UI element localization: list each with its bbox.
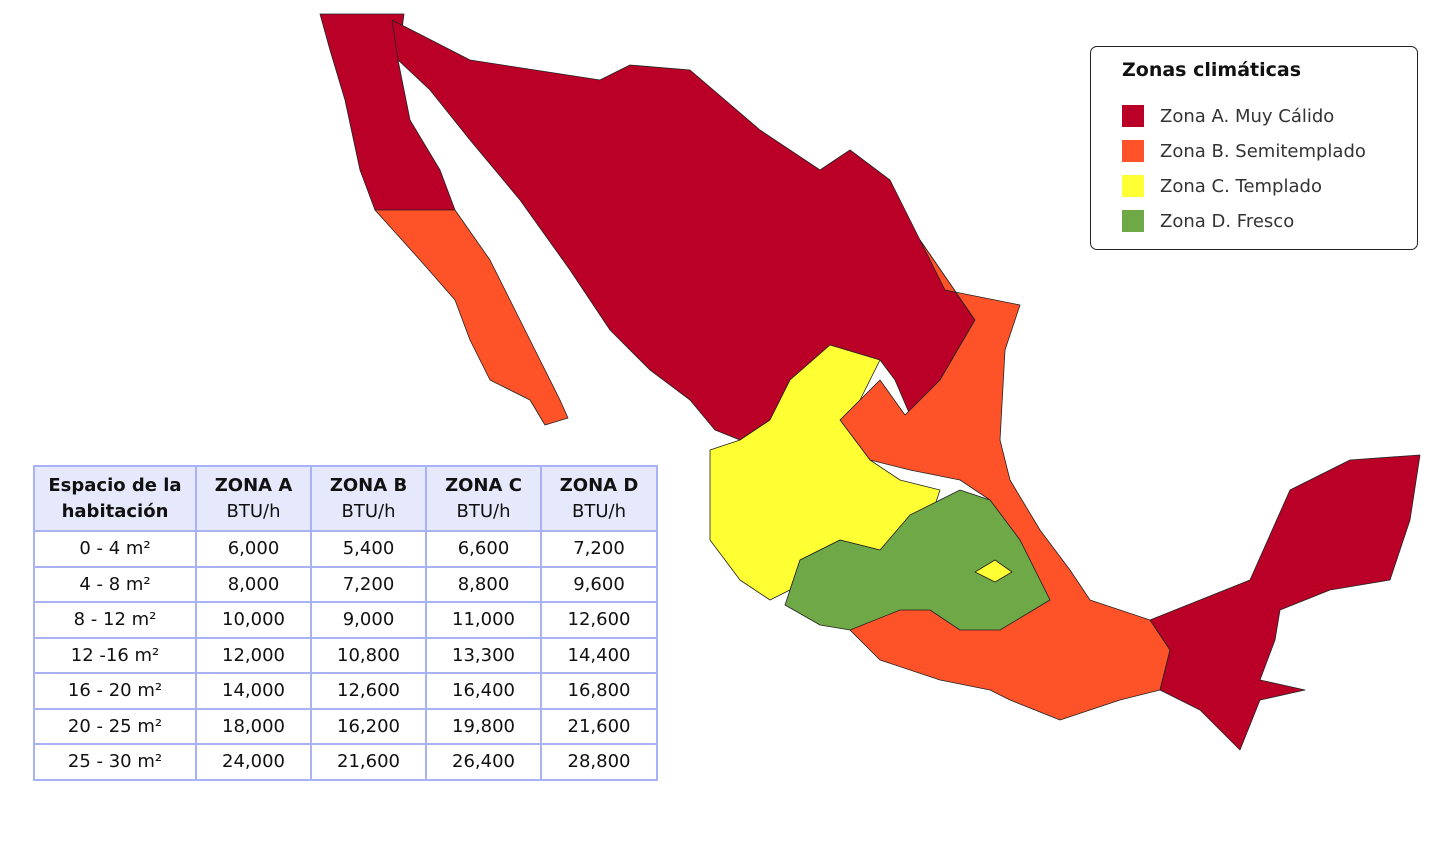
room-size: 12 -16 m² [33,636,197,674]
room-size: 0 - 4 m² [33,530,197,568]
header-title: ZONA D [559,474,639,496]
btu-value: 13,300 [425,636,542,674]
header-cell: ZONA A BTU/h [195,465,312,532]
btu-value: 10,800 [310,636,427,674]
header-unit: BTU/h [572,500,626,522]
legend-swatch [1122,140,1144,162]
legend-label: Zona D. Fresco [1160,210,1295,232]
table-row: 8 - 12 m² 10,000 9,000 11,000 12,600 [33,601,658,639]
header-unit: BTU/h [341,500,396,522]
btu-value: 12,600 [540,601,658,639]
legend-swatch [1122,105,1144,127]
btu-value: 21,600 [310,743,427,781]
legend-item: Zona B. Semitemplado [1122,139,1366,163]
header-cell: ZONA D BTU/h [540,465,658,532]
zone-c-center [709,344,941,601]
btu-value: 7,200 [540,530,658,568]
btu-value: 28,800 [540,743,658,781]
btu-value: 7,200 [310,565,427,603]
header-unit: BTU/h [456,500,511,522]
btu-value: 11,000 [425,601,542,639]
btu-table: Espacio de la habitación ZONA A BTU/h ZONA … [33,465,658,781]
btu-value: 19,800 [425,707,542,745]
header-title: Espacio de la habitación [48,474,182,522]
btu-value: 12,600 [310,672,427,710]
btu-value: 6,600 [425,530,542,568]
btu-value: 18,000 [195,707,312,745]
legend-item: Zona C. Templado [1122,174,1322,198]
room-size: 25 - 30 m² [33,743,197,781]
legend-swatch [1122,210,1144,232]
btu-value: 16,400 [425,672,542,710]
btu-value: 6,000 [195,530,312,568]
table-row: 20 - 25 m² 18,000 16,200 19,800 21,600 [33,707,658,745]
btu-value: 12,000 [195,636,312,674]
btu-value: 16,800 [540,672,658,710]
btu-value: 8,800 [425,565,542,603]
header-cell: ZONA C BTU/h [425,465,542,532]
legend-label: Zona A. Muy Cálido [1160,105,1335,127]
btu-value: 9,600 [540,565,658,603]
table-row: 4 - 8 m² 8,000 7,200 8,800 9,600 [33,565,658,603]
btu-value: 14,400 [540,636,658,674]
btu-value: 26,400 [425,743,542,781]
btu-value: 10,000 [195,601,312,639]
header-cell: Espacio de la habitación [33,465,197,532]
btu-value: 5,400 [310,530,427,568]
header-cell: ZONA B BTU/h [310,465,427,532]
zone-a-southeast [1149,454,1421,751]
table-row: 25 - 30 m² 24,000 21,600 26,400 28,800 [33,743,658,781]
btu-value: 16,200 [310,707,427,745]
zone-b-baja-south [374,209,569,426]
btu-value: 14,000 [195,672,312,710]
legend-label: Zona B. Semitemplado [1160,140,1366,162]
header-title: ZONA C [445,474,522,496]
header-unit: BTU/h [226,500,281,522]
btu-value: 8,000 [195,565,312,603]
table-row: 16 - 20 m² 14,000 12,600 16,400 16,800 [33,672,658,710]
legend-item: Zona D. Fresco [1122,209,1294,233]
legend-item: Zona A. Muy Cálido [1122,104,1334,128]
btu-value: 9,000 [310,601,427,639]
legend-swatch [1122,175,1144,197]
room-size: 16 - 20 m² [33,672,197,710]
zone-c-island [974,559,1013,583]
btu-value: 24,000 [195,743,312,781]
table-row: 0 - 4 m² 6,000 5,400 6,600 7,200 [33,530,658,568]
legend-title: Zonas climáticas [1122,59,1301,81]
room-size: 8 - 12 m² [33,601,197,639]
header-row: Espacio de la habitación ZONA A BTU/h ZONA … [33,465,658,532]
legend-label: Zona C. Templado [1160,175,1322,197]
header-title: ZONA A [214,474,293,496]
zone-d-center [784,489,1051,631]
room-size: 20 - 25 m² [33,707,197,745]
table-row: 12 -16 m² 12,000 10,800 13,300 14,400 [33,636,658,674]
header-title: ZONA B [329,474,408,496]
btu-value: 21,600 [540,707,658,745]
legend: Zonas climáticas Zona A. Muy Cálido Zona … [1090,46,1418,250]
room-size: 4 - 8 m² [33,565,197,603]
zone-a-north [391,19,976,441]
